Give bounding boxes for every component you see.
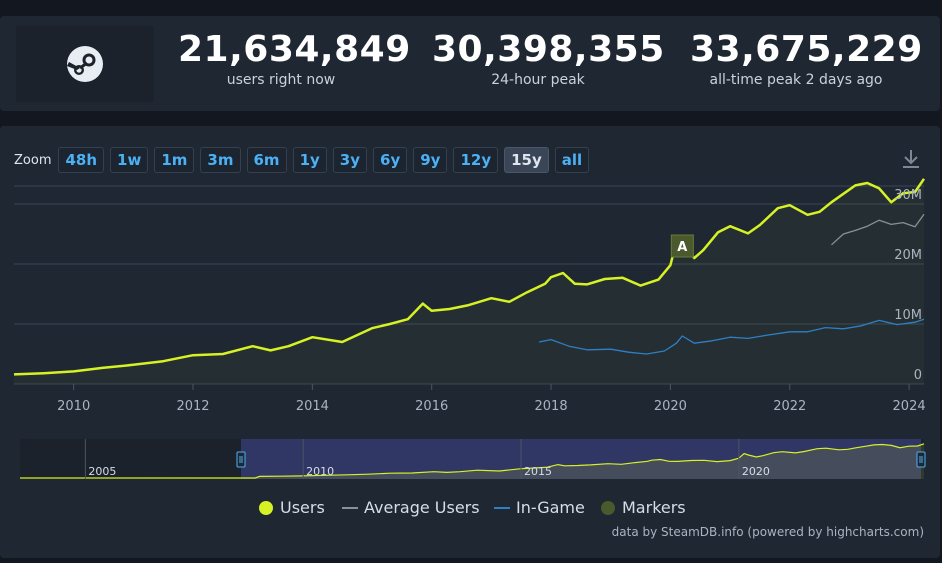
current-users-value: 21,634,849 [178, 29, 411, 70]
y-tick-label: 0 [914, 368, 922, 383]
navigator-label: 2020 [742, 465, 770, 478]
navigator-label: 2015 [524, 465, 552, 478]
chart-credit: data by SteamDB.info (powered by highcha… [611, 525, 924, 539]
peak-24h-value: 30,398,355 [432, 29, 665, 70]
navigator-handle-left[interactable] [236, 451, 246, 468]
marker-label: A [677, 240, 687, 255]
zoom-button-6y[interactable]: 6y [373, 147, 408, 173]
zoom-button-9y[interactable]: 9y [413, 147, 448, 173]
chart-panel: Zoom 48h 1w 1m 3m 6m 1y 3y 6y 9y 12y 15y… [0, 126, 940, 558]
zoom-controls: Zoom 48h 1w 1m 3m 6m 1y 3y 6y 9y 12y 15y… [14, 146, 590, 174]
legend-users-label: Users [280, 498, 325, 517]
alltime-peak-label: all-time peak 2 days ago [709, 72, 883, 88]
zoom-button-12y[interactable]: 12y [453, 147, 499, 173]
legend-average-label: Average Users [364, 498, 480, 517]
x-tick-label: 2012 [176, 399, 209, 414]
navigator-selection [241, 439, 921, 479]
current-users-label: users right now [226, 72, 336, 88]
x-tick-label: 2024 [893, 399, 926, 414]
stats-bar: 21,634,849 users right now 30,398,355 24… [0, 16, 940, 111]
x-tick-label: 2010 [57, 399, 90, 414]
markers-legend-dot-icon [601, 500, 615, 515]
legend-markers[interactable]: Markers [600, 498, 686, 517]
y-tick-label: 10M [894, 308, 922, 323]
steam-icon [67, 46, 103, 82]
zoom-button-48h[interactable]: 48h [58, 147, 105, 173]
legend-users[interactable]: Users [258, 498, 325, 517]
navigator-line [20, 443, 925, 479]
navigator-label: 2010 [306, 465, 334, 478]
current-users-stat: 21,634,849 users right now [178, 29, 411, 89]
users-area [14, 178, 924, 384]
average-legend-line-icon [342, 506, 358, 509]
navigator-handle-right[interactable] [916, 451, 926, 468]
navigator-area [20, 443, 924, 479]
series-line-average-users [831, 213, 925, 246]
zoom-button-1y[interactable]: 1y [292, 147, 327, 173]
zoom-button-15y[interactable]: 15y [504, 147, 549, 173]
zoom-button-6m[interactable]: 6m [246, 147, 287, 173]
series-line-users [13, 178, 926, 376]
steam-logo [16, 26, 154, 102]
marker-flag [670, 234, 694, 258]
zoom-button-all[interactable]: all [554, 147, 590, 173]
zoom-button-3m[interactable]: 3m [200, 147, 241, 173]
x-tick-label: 2018 [535, 399, 568, 414]
download-icon[interactable] [900, 148, 922, 170]
peak-24h-stat: 30,398,355 24-hour peak [432, 29, 665, 89]
zoom-button-1w[interactable]: 1w [110, 147, 149, 173]
legend-ingame-label: In-Game [516, 498, 585, 517]
series-line-in-game [538, 318, 925, 355]
peak-24h-label: 24-hour peak [491, 72, 585, 88]
y-tick-label: 30M [894, 188, 922, 203]
legend-in-game[interactable]: In-Game [494, 498, 585, 517]
chart-svg: A 0 10M 20M 30M 2010 2012 2014 2016 2018 2020 2022… [13, 178, 926, 479]
zoom-label: Zoom [14, 152, 52, 168]
x-tick-label: 2020 [654, 399, 687, 414]
users-legend-dot-icon [259, 500, 273, 515]
alltime-peak-value: 33,675,229 [690, 29, 923, 70]
chart-legend: Users Average Users In-Game Markers [0, 498, 940, 524]
legend-markers-label: Markers [622, 498, 686, 517]
ingame-legend-line-icon [494, 506, 510, 509]
y-tick-label: 20M [894, 248, 922, 263]
legend-average-users[interactable]: Average Users [342, 498, 480, 517]
navigator-label: 2005 [88, 465, 116, 478]
zoom-button-3y[interactable]: 3y [332, 147, 368, 173]
zoom-button-1m[interactable]: 1m [154, 147, 195, 173]
x-tick-label: 2016 [415, 399, 448, 414]
x-tick-label: 2022 [773, 399, 806, 414]
alltime-peak-stat: 33,675,229 all-time peak 2 days ago [690, 29, 923, 89]
x-tick-label: 2014 [296, 399, 329, 414]
